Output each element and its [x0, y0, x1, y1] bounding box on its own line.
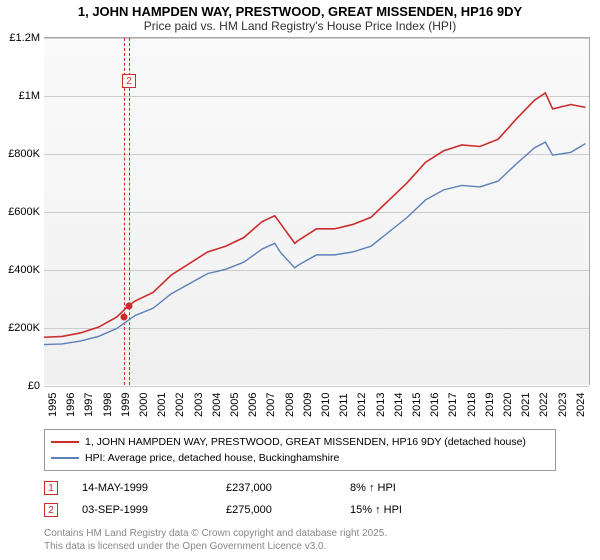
y-tick-label: £1M	[19, 90, 44, 102]
y-tick-label: £0	[28, 380, 44, 392]
x-tick-label: 2022	[538, 393, 550, 417]
x-tick-label: 2002	[174, 393, 186, 417]
chart-plot-area: £0£200K£400K£600K£800K£1M£1.2M 2	[44, 37, 590, 385]
y-tick-label: £200K	[8, 322, 44, 334]
y-tick-label: £600K	[8, 206, 44, 218]
sale-row: 1 14-MAY-1999 £237,000 8% ↑ HPI	[44, 477, 556, 499]
x-tick-label: 2012	[356, 393, 368, 417]
x-tick-label: 2020	[502, 393, 514, 417]
y-tick-label: £800K	[8, 148, 44, 160]
x-tick-label: 2009	[302, 393, 314, 417]
x-tick-label: 2007	[265, 393, 277, 417]
x-tick-label: 2011	[338, 393, 350, 417]
x-tick-label: 2014	[393, 393, 405, 417]
x-tick-label: 1995	[47, 393, 59, 417]
x-tick-label: 2019	[484, 393, 496, 417]
x-tick-label: 1997	[83, 393, 95, 417]
sale-date: 03-SEP-1999	[82, 504, 202, 516]
x-tick-label: 1998	[102, 393, 114, 417]
x-tick-label: 2006	[247, 393, 259, 417]
sale-row: 2 03-SEP-1999 £275,000 15% ↑ HPI	[44, 499, 556, 521]
x-axis-labels: 1995 1996 1997 1998 1999 2000 2001 2002 2003 2004…	[44, 385, 590, 425]
sale-marker-icon: 1	[44, 481, 58, 495]
sale-point-dot	[120, 314, 127, 321]
legend-series-2: HPI: Average price, detached house, Buck…	[51, 450, 549, 466]
sale-marker-icon: 2	[44, 503, 58, 517]
sale-events-table: 1 14-MAY-1999 £237,000 8% ↑ HPI 2 03-SEP…	[44, 477, 556, 521]
y-tick-label: £1.2M	[9, 32, 44, 44]
sale-price: £237,000	[226, 482, 326, 494]
x-tick-label: 2000	[138, 393, 150, 417]
x-tick-label: 2023	[557, 393, 569, 417]
x-tick-label: 1996	[65, 393, 77, 417]
footer-attribution: Contains HM Land Registry data © Crown c…	[44, 527, 556, 553]
sale-price: £275,000	[226, 504, 326, 516]
legend-box: 1, JOHN HAMPDEN WAY, PRESTWOOD, GREAT MI…	[44, 429, 556, 471]
x-tick-label: 2004	[211, 393, 223, 417]
legend-series-1: 1, JOHN HAMPDEN WAY, PRESTWOOD, GREAT MI…	[51, 434, 549, 450]
series-subject	[44, 93, 585, 337]
sale-delta: 8% ↑ HPI	[350, 482, 396, 494]
sale-point-dot	[125, 303, 132, 310]
chart-subtitle: Price paid vs. HM Land Registry's House …	[0, 19, 600, 37]
sale-delta: 15% ↑ HPI	[350, 504, 402, 516]
x-tick-label: 2001	[156, 393, 168, 417]
x-tick-label: 2008	[284, 393, 296, 417]
x-tick-label: 2015	[411, 393, 423, 417]
x-tick-label: 2021	[520, 393, 532, 417]
x-tick-label: 2005	[229, 393, 241, 417]
x-tick-label: 2003	[193, 393, 205, 417]
x-tick-label: 2018	[466, 393, 478, 417]
x-tick-label: 2024	[575, 393, 587, 417]
x-tick-label: 2010	[320, 393, 332, 417]
y-tick-label: £400K	[8, 264, 44, 276]
x-tick-label: 2017	[447, 393, 459, 417]
x-tick-label: 2013	[375, 393, 387, 417]
sale-date: 14-MAY-1999	[82, 482, 202, 494]
chart-title: 1, JOHN HAMPDEN WAY, PRESTWOOD, GREAT MI…	[0, 0, 600, 19]
x-tick-label: 1999	[120, 393, 132, 417]
x-tick-label: 2016	[429, 393, 441, 417]
